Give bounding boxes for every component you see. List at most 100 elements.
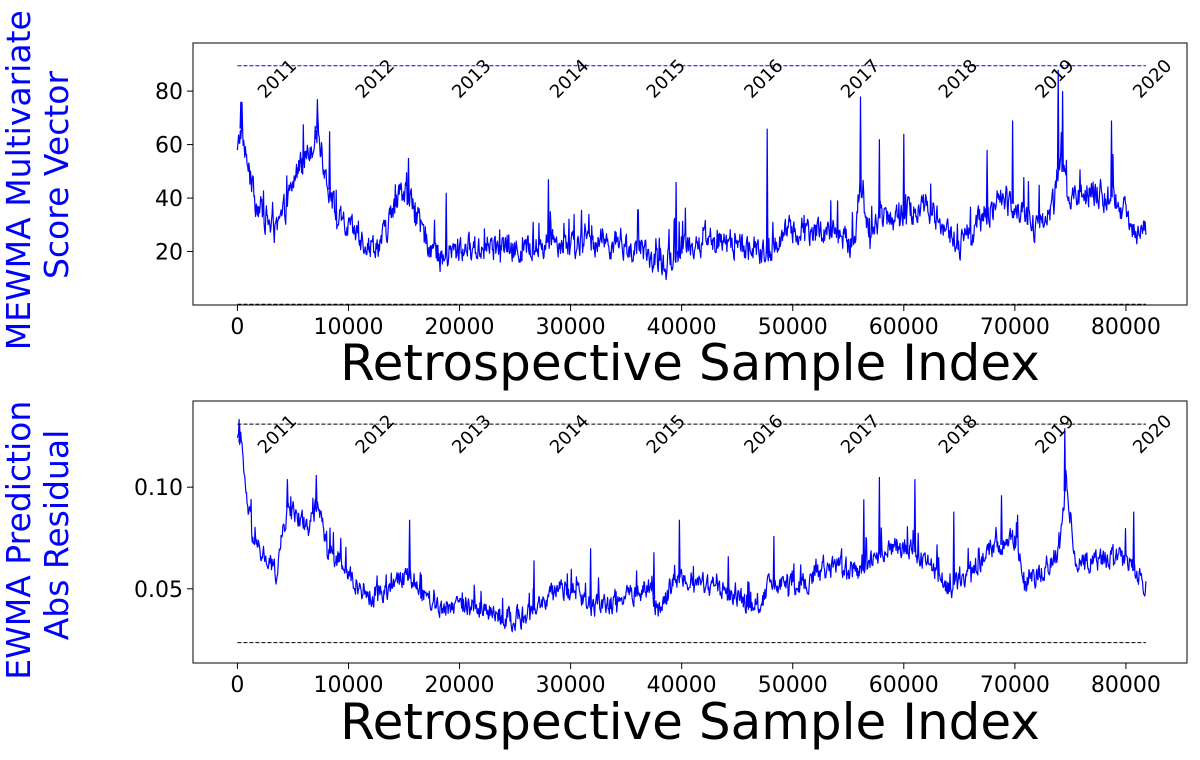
year-label: 2017 <box>837 55 884 102</box>
x-axis-label: Retrospective Sample Index <box>340 693 1040 751</box>
series-spike <box>952 511 956 585</box>
series-spike <box>1063 428 1067 492</box>
year-annotations: 2011 2012 2013 2014 2015 2016 2017 2018 2019 2020 <box>254 55 1176 102</box>
x-tick-label: 10000 <box>313 315 383 340</box>
x-tick-label: 80000 <box>1091 315 1161 340</box>
x-tick-label: 40000 <box>647 315 717 340</box>
year-label: 2020 <box>1129 55 1176 102</box>
series-line <box>236 101 1147 281</box>
y-axis-label: MEWMA Multivariate Score Vector <box>0 0 76 350</box>
x-tick-label: 30000 <box>536 673 606 698</box>
year-label: 2014 <box>546 55 593 102</box>
year-label: 2015 <box>643 411 690 458</box>
series-spike <box>765 128 769 254</box>
plot-frame <box>192 400 1188 664</box>
series-spike <box>862 499 866 569</box>
y-axis-label-line-1: EWMA Prediction <box>0 401 38 680</box>
x-tick-label: 20000 <box>425 315 495 340</box>
x-ticks: 0 10000 20000 30000 40000 50000 60000 70000 8000… <box>230 663 1161 698</box>
y-tick-label: 60 <box>155 134 183 159</box>
year-label: 2013 <box>448 55 495 102</box>
x-tick-label: 30000 <box>536 315 606 340</box>
year-label: 2016 <box>740 411 787 458</box>
series-layer <box>236 418 1147 633</box>
year-label: 2018 <box>935 55 982 102</box>
x-tick-label: 0 <box>230 315 244 340</box>
x-tick-label: 70000 <box>980 315 1050 340</box>
series-spike <box>985 149 989 215</box>
x-tick-label: 20000 <box>425 673 495 698</box>
series-spike <box>238 424 241 443</box>
series-spike <box>913 479 917 553</box>
x-tick-label: 80000 <box>1091 673 1161 698</box>
series-spike <box>286 479 289 508</box>
y-axis-label: EWMA Prediction Abs Residual <box>0 390 76 679</box>
series-spike <box>1132 511 1135 568</box>
x-tick-label: 10000 <box>313 673 383 698</box>
x-ticks: 0 10000 20000 30000 40000 50000 60000 70000 8000… <box>230 305 1161 340</box>
series-spike <box>1000 495 1003 545</box>
series-spike <box>407 157 410 196</box>
y-ticks: 20 40 60 80 <box>155 80 193 266</box>
year-label: 2012 <box>352 55 399 102</box>
series-spike <box>315 474 318 506</box>
year-label: 2014 <box>546 411 593 458</box>
series-spike <box>674 181 678 254</box>
year-label: 2020 <box>1129 411 1176 458</box>
series-spike <box>1061 91 1064 172</box>
series-spike <box>652 552 656 600</box>
y-tick-label: 20 <box>155 241 183 266</box>
series-spike <box>678 519 681 578</box>
y-axis-label-line-2: Abs Residual <box>37 430 76 641</box>
year-label: 2019 <box>1031 411 1078 458</box>
x-tick-label: 70000 <box>980 673 1050 698</box>
series-line <box>236 418 1147 633</box>
y-tick-label: 80 <box>155 80 183 105</box>
reference-lines <box>237 65 1146 305</box>
x-axis-label: Retrospective Sample Index <box>340 334 1040 392</box>
year-label: 2011 <box>254 55 301 102</box>
year-label: 2012 <box>352 411 399 458</box>
series-spike <box>239 101 242 129</box>
series-spike <box>408 519 411 573</box>
chart-mewma: 2011 2012 2013 2014 2015 2016 2017 2018 2019 2020… <box>0 0 1188 392</box>
x-tick-label: 50000 <box>758 315 828 340</box>
plot-frame <box>192 42 1188 306</box>
x-tick-label: 60000 <box>869 673 939 698</box>
y-tick-label: 40 <box>155 187 183 212</box>
chart-ewma: 2011 2012 2013 2014 2015 2016 2017 2018 2019 2020… <box>0 390 1188 751</box>
series-spike <box>316 99 319 129</box>
series-spike <box>878 139 881 219</box>
series-spike <box>878 476 881 555</box>
series-spike <box>589 548 592 608</box>
series-spike <box>902 133 906 217</box>
y-axis-label-line-2: Score Vector <box>37 71 76 280</box>
series-spike <box>547 179 550 242</box>
year-label: 2016 <box>740 55 787 102</box>
y-axis-label-line-1: MEWMA Multivariate <box>0 10 38 350</box>
series-spike <box>532 560 536 611</box>
series-spike <box>1056 69 1060 170</box>
y-ticks: 0.05 0.10 <box>134 476 193 603</box>
series-layer <box>236 69 1147 281</box>
x-tick-label: 50000 <box>758 673 828 698</box>
series-spike <box>444 192 448 258</box>
year-annotations: 2011 2012 2013 2014 2015 2016 2017 2018 2019 2020 <box>254 411 1176 458</box>
series-spike <box>328 131 331 190</box>
series-spike <box>772 535 776 586</box>
year-label: 2015 <box>643 55 690 102</box>
year-label: 2018 <box>935 411 982 458</box>
x-tick-label: 60000 <box>869 315 939 340</box>
x-tick-label: 0 <box>230 673 244 698</box>
year-label: 2011 <box>254 411 301 458</box>
year-label: 2013 <box>448 411 495 458</box>
year-label: 2017 <box>837 411 884 458</box>
series-spike <box>1011 120 1014 204</box>
y-tick-label: 0.05 <box>134 578 183 603</box>
series-spike <box>859 96 862 193</box>
year-label: 2019 <box>1031 55 1078 102</box>
y-tick-label: 0.10 <box>134 476 183 501</box>
series-spike <box>1110 120 1113 198</box>
x-tick-label: 40000 <box>647 673 717 698</box>
